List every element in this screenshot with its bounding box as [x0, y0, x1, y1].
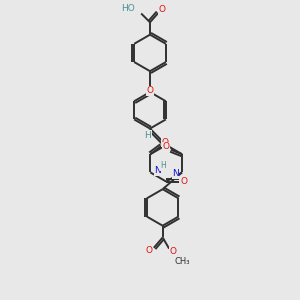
Text: O: O — [162, 138, 169, 147]
Text: O: O — [146, 246, 153, 255]
Text: O: O — [170, 247, 177, 256]
Text: H: H — [160, 161, 166, 170]
Text: CH₃: CH₃ — [175, 256, 190, 266]
Text: N: N — [172, 169, 179, 178]
Text: O: O — [181, 177, 188, 186]
Text: HO: HO — [121, 4, 135, 13]
Text: H: H — [144, 131, 151, 140]
Text: O: O — [162, 142, 169, 151]
Text: N: N — [154, 167, 161, 176]
Text: O: O — [158, 5, 165, 14]
Text: O: O — [146, 86, 154, 95]
